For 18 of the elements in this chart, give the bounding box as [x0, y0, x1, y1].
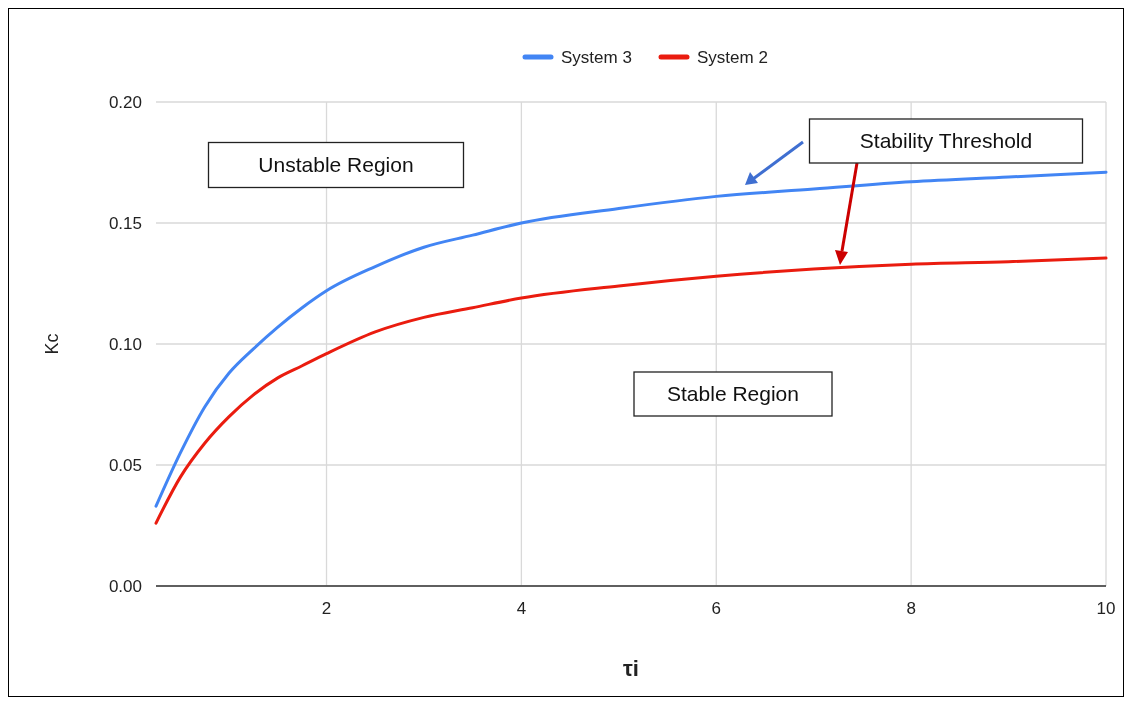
y-axis-title: Kc	[42, 333, 62, 355]
y-tick-label: 0.00	[108, 576, 142, 596]
annotation: Unstable Region	[258, 153, 414, 177]
y-tick-label: 0.15	[108, 213, 142, 233]
x-tick-label: 4	[516, 599, 527, 618]
annotation: Stable Region	[667, 382, 799, 406]
y-tick-label: 0.10	[108, 334, 142, 354]
x-tick-label: 10	[1096, 599, 1116, 618]
x-tick-label: 6	[711, 599, 721, 618]
x-tick-label: 2	[321, 599, 332, 618]
x-tick-label: 8	[906, 599, 916, 618]
legend-label: System 2	[697, 47, 768, 67]
x-axis-title: τi	[623, 656, 639, 681]
y-tick-label: 0.20	[108, 92, 142, 112]
y-tick-label: 0.05	[108, 455, 142, 475]
annotation: Stability Threshold	[859, 129, 1033, 153]
legend-label: System 3	[561, 47, 632, 67]
line-series	[154, 256, 1108, 525]
